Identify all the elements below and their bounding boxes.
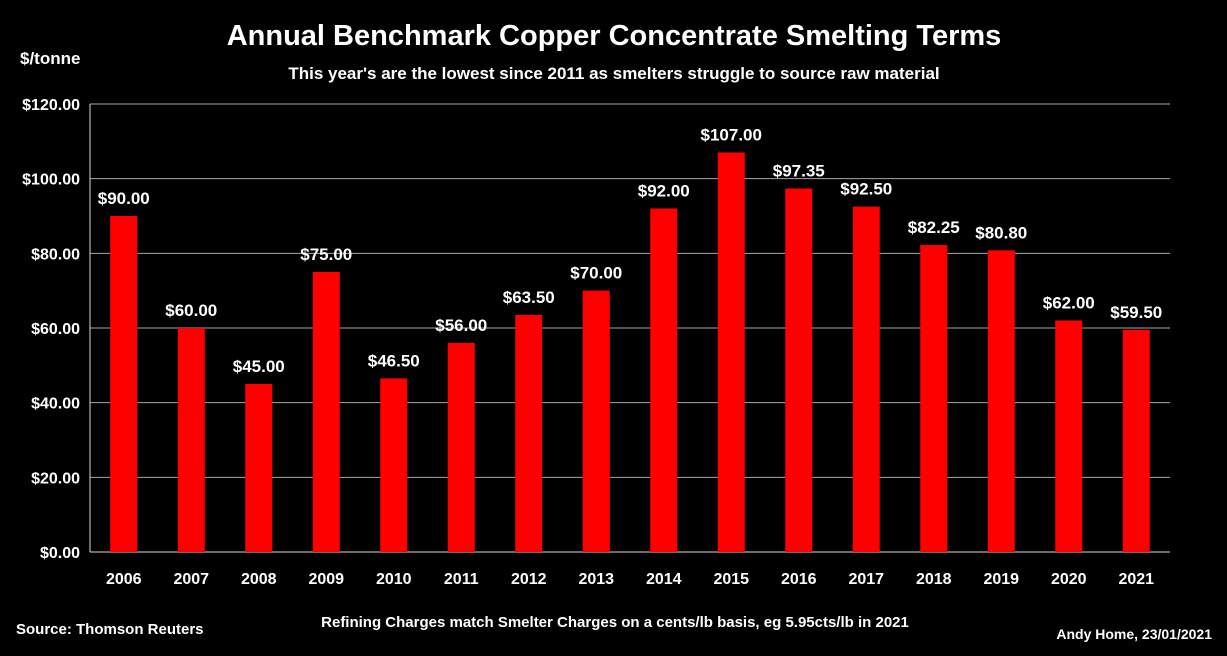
bar-2015 [717, 152, 745, 553]
data-label-2018: $82.25 [908, 218, 960, 237]
bar-2013 [582, 290, 610, 552]
bar-2017 [852, 206, 880, 552]
data-label-2016: $97.35 [773, 162, 825, 181]
x-tick-label: 2021 [1118, 571, 1154, 588]
y-axis-label: $/tonne [20, 49, 80, 68]
data-label-2008: $45.00 [233, 357, 285, 376]
y-tick-label: $80.00 [31, 246, 80, 263]
x-tick-label: 2015 [713, 571, 749, 588]
author-note: Andy Home, 23/01/2021 [1056, 626, 1212, 642]
bar-2006 [110, 216, 138, 552]
x-tick-label: 2018 [916, 571, 952, 588]
bar-2010 [380, 378, 408, 552]
bar-2012 [515, 314, 543, 552]
x-tick-label: 2007 [173, 571, 209, 588]
chart-subtitle: This year's are the lowest since 2011 as… [288, 64, 939, 83]
source-note: Source: Thomson Reuters [16, 621, 204, 638]
bar-2007 [177, 328, 205, 552]
y-tick-label: $40.00 [31, 396, 80, 413]
x-tick-label: 2010 [376, 571, 412, 588]
data-label-2014: $92.00 [638, 182, 690, 201]
x-tick-label: 2012 [511, 571, 547, 588]
x-tick-label: 2006 [106, 571, 142, 588]
x-tick-label: 2017 [848, 571, 884, 588]
data-label-2012: $63.50 [503, 288, 555, 307]
data-label-2019: $80.80 [975, 223, 1027, 242]
bar-2008 [245, 384, 273, 552]
data-label-2006: $90.00 [98, 189, 150, 208]
y-tick-label: $100.00 [22, 172, 80, 189]
x-tick-label: 2019 [983, 571, 1019, 588]
bar-2021 [1122, 329, 1150, 552]
x-tick-label: 2008 [241, 571, 277, 588]
y-tick-label: $60.00 [31, 321, 80, 338]
x-tick-label: 2014 [646, 571, 682, 588]
bar-2016 [785, 188, 813, 552]
data-label-2017: $92.50 [840, 180, 892, 199]
y-tick-label: $20.00 [31, 470, 80, 487]
data-label-2010: $46.50 [368, 351, 420, 370]
x-tick-label: 2020 [1051, 571, 1087, 588]
data-label-2020: $62.00 [1043, 294, 1095, 313]
x-tick-label: 2013 [578, 571, 614, 588]
x-tick-label: 2016 [781, 571, 817, 588]
footnote: Refining Charges match Smelter Charges o… [321, 614, 909, 631]
bar-2018 [920, 244, 948, 552]
data-label-2007: $60.00 [165, 301, 217, 320]
data-label-2015: $107.00 [701, 126, 762, 145]
bar-2019 [987, 250, 1015, 552]
data-label-2021: $59.50 [1110, 303, 1162, 322]
bar-2011 [447, 342, 475, 552]
x-tick-label: 2009 [308, 571, 344, 588]
bar-2014 [650, 208, 678, 553]
bar-2020 [1055, 320, 1083, 552]
data-label-2011: $56.00 [435, 316, 487, 335]
bar-2009 [312, 272, 340, 552]
data-label-2013: $70.00 [570, 264, 622, 283]
chart-title: Annual Benchmark Copper Concentrate Smel… [227, 20, 1002, 52]
data-label-2009: $75.00 [300, 245, 352, 264]
x-tick-label: 2011 [444, 571, 479, 588]
y-tick-label: $0.00 [40, 545, 80, 562]
y-tick-label: $120.00 [22, 97, 80, 114]
